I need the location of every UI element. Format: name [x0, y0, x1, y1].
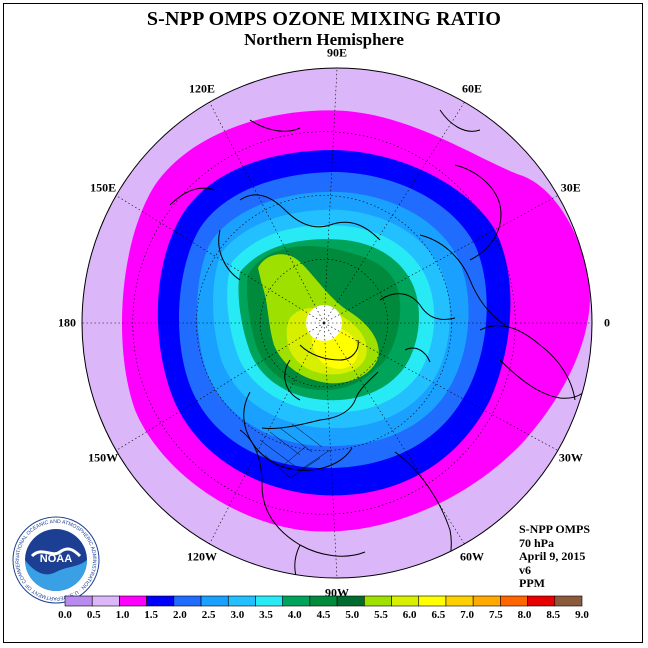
- colorbar-tick-label: 2.0: [173, 609, 187, 621]
- colorbar-tick-label: 5.5: [374, 609, 388, 621]
- colorbar-tick-label: 9.0: [575, 609, 589, 621]
- colorbar-swatch: [336, 595, 365, 607]
- colorbar-tick-label: 8.0: [517, 609, 532, 621]
- info-pressure: 70 hPa: [519, 535, 555, 550]
- colorbar-swatch: [554, 595, 583, 607]
- latitude-circle: [259, 258, 389, 388]
- colorbar-swatch: [119, 595, 147, 607]
- logo-text: NOAA: [40, 553, 72, 565]
- longitude-label: 30E: [560, 180, 581, 195]
- colorbar-tick-label: 5.0: [345, 609, 360, 621]
- longitude-label: 180: [58, 315, 76, 330]
- info-units: PPM: [519, 576, 545, 590]
- meridian-line: [323, 195, 558, 324]
- colorbar-swatch: [91, 595, 120, 607]
- colorbar-swatch: [146, 595, 175, 607]
- longitude-label: 0: [604, 315, 610, 330]
- meridian-line: [323, 322, 338, 578]
- lat-lon-grid: [82, 68, 592, 578]
- latitude-circle: [132, 131, 516, 515]
- meridian-line: [323, 322, 558, 451]
- colorbar-swatch: [391, 595, 420, 607]
- colorbar-swatch: [527, 595, 556, 607]
- state-borders: [259, 423, 331, 479]
- meridian-line: [116, 195, 325, 324]
- colorbar-tick-label: 4.0: [287, 609, 302, 621]
- noaa-logo: NOAA NATIONAL OCEANIC AND ATMOSPHERIC AD…: [12, 516, 100, 604]
- colorbar-swatch: [418, 595, 447, 607]
- longitude-label: 60W: [460, 549, 484, 564]
- map-disk: [82, 68, 592, 578]
- colorbar-swatch: [445, 595, 474, 607]
- colorbar-tick-label: 8.5: [546, 609, 561, 621]
- globe-border: [81, 67, 593, 579]
- map-info: S-NPP OMPS 70 hPa April 9, 2015 v6 PPM: [519, 522, 590, 591]
- meridian-line: [209, 322, 325, 544]
- colorbar-tick-label: 3.0: [230, 609, 245, 621]
- colorbar-tick-label: 2.5: [201, 609, 216, 621]
- colorbar-tick-label: 1.5: [144, 609, 159, 621]
- longitude-label: 120E: [188, 81, 216, 96]
- colorbar-swatch: [364, 595, 392, 607]
- latitude-circle: [196, 195, 452, 451]
- longitude-label: 120W: [187, 549, 217, 564]
- meridian-line: [209, 102, 325, 324]
- colorbar-swatch: [255, 595, 283, 607]
- colorbar-swatch: [200, 595, 229, 607]
- colorbar-swatch: [64, 595, 93, 607]
- longitude-label: 60E: [461, 81, 483, 96]
- colorbar-swatch: [173, 595, 202, 607]
- info-version: v6: [519, 562, 531, 577]
- colorbar-swatch: [282, 595, 311, 607]
- colorbar-swatch: [309, 595, 338, 607]
- map-subtitle: Northern Hemisphere: [244, 30, 404, 49]
- colorbar-tick-label: 7.5: [488, 609, 503, 621]
- longitude-label: 90E: [326, 45, 348, 60]
- colorbar-swatch: [472, 595, 501, 607]
- map-title: S-NPP OMPS OZONE MIXING RATIO: [146, 8, 502, 30]
- colorbar-tick-label: 0.0: [58, 609, 72, 621]
- colorbar-tick-label: 1.0: [115, 609, 130, 621]
- longitude-label: 150W: [88, 450, 119, 465]
- info-instrument: S-NPP OMPS: [519, 522, 590, 536]
- meridian-line: [323, 68, 338, 324]
- colorbar-tick-label: 6.5: [431, 609, 446, 621]
- colorbar-tick-label: 3.5: [259, 609, 273, 621]
- longitude-label: 30W: [558, 450, 583, 465]
- colorbar-tick-label: 7.0: [460, 609, 474, 621]
- colorbar-tick-label: 0.5: [86, 609, 101, 621]
- meridian-line: [116, 322, 325, 451]
- colorbar-tick-label: 4.5: [316, 609, 331, 621]
- colorbar-tick-label: 6.0: [402, 609, 417, 621]
- plot-frame: [3, 3, 643, 643]
- colorbar-swatch: [227, 595, 256, 607]
- info-date: April 9, 2015: [519, 549, 586, 563]
- colorbar-swatch: [500, 595, 528, 607]
- longitude-label: 150E: [90, 180, 117, 195]
